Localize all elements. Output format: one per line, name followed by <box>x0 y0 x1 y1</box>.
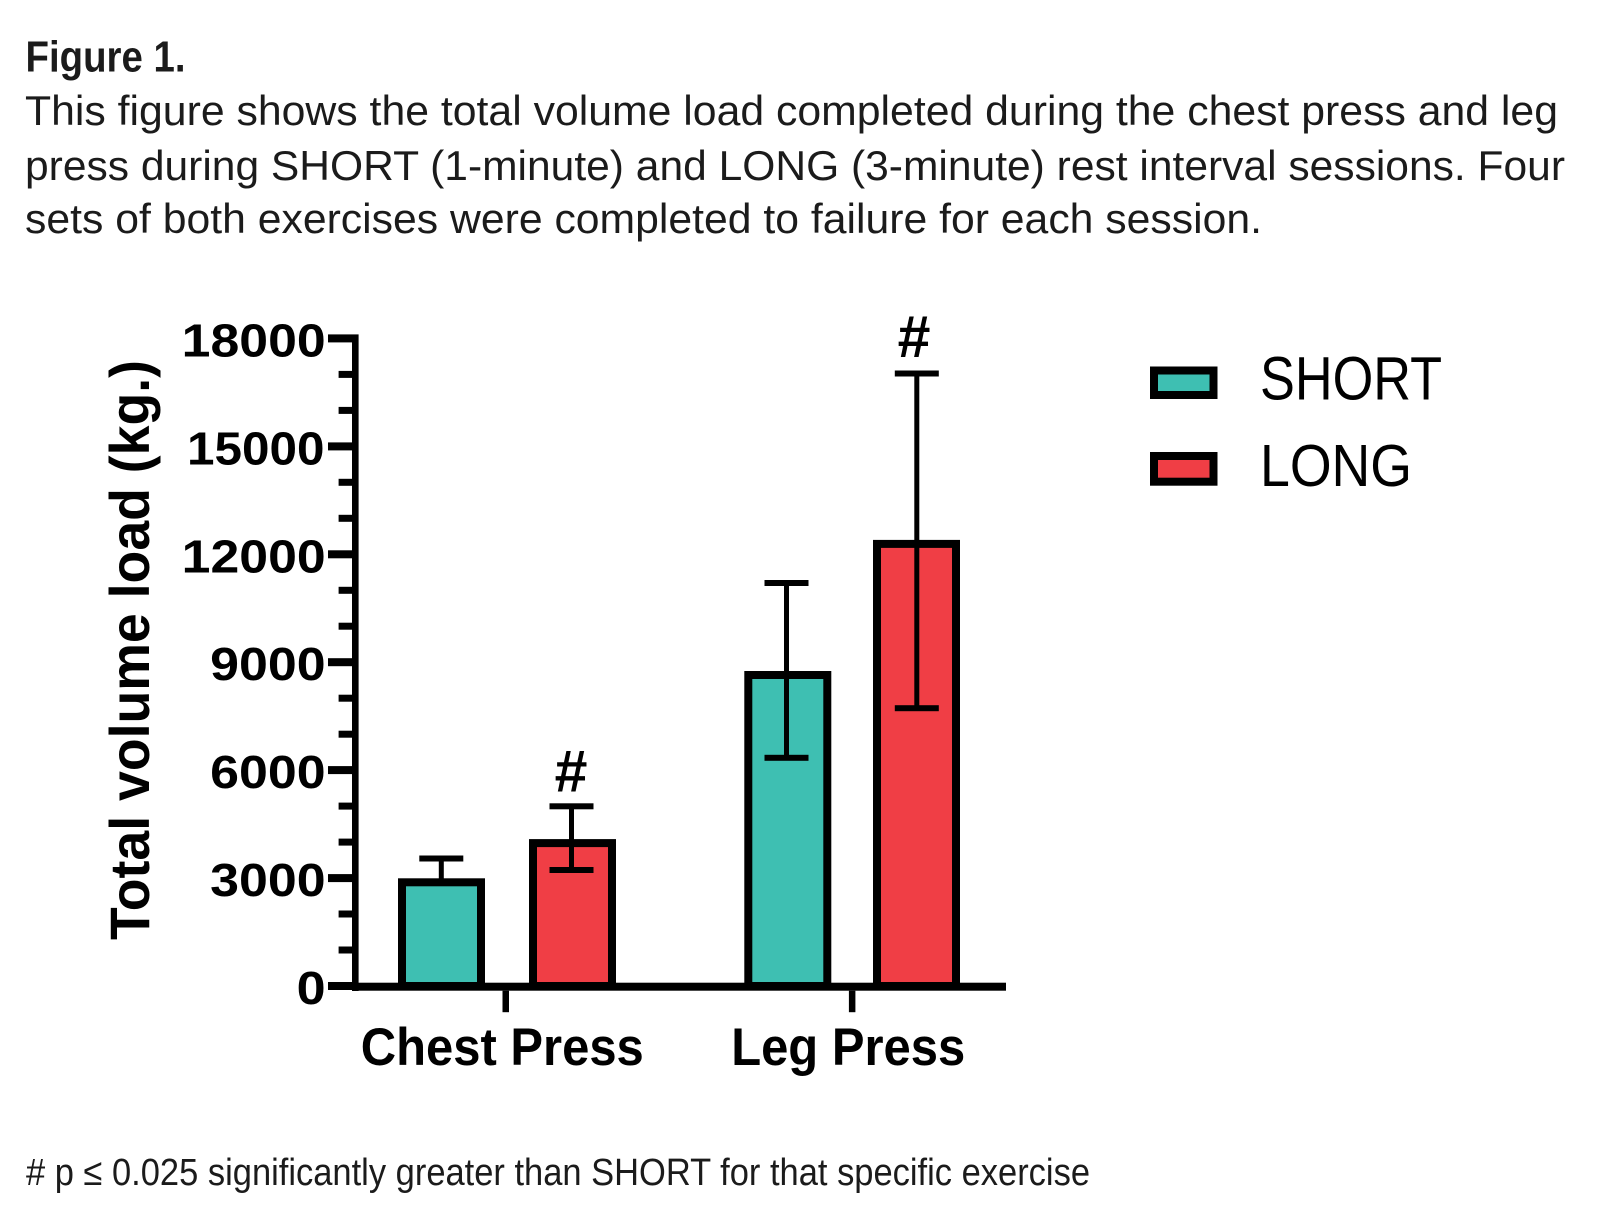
svg-text:18000: 18000 <box>182 314 326 366</box>
svg-text:Chest Press: Chest Press <box>361 1018 644 1077</box>
svg-text:LONG: LONG <box>1260 433 1412 499</box>
svg-text:SHORT: SHORT <box>1260 345 1442 413</box>
svg-text:This figure shows the total vo: This figure shows the total volume load … <box>25 87 1558 134</box>
svg-text:# p ≤ 0.025 significantly grea: # p ≤ 0.025 significantly greater than S… <box>26 1152 1090 1194</box>
svg-text:3000: 3000 <box>210 854 326 906</box>
svg-text:0: 0 <box>297 962 326 1014</box>
svg-text:15000: 15000 <box>187 422 325 474</box>
svg-text:9000: 9000 <box>210 638 326 690</box>
svg-text:#: # <box>555 739 588 805</box>
svg-text:12000: 12000 <box>182 530 326 582</box>
svg-text:Leg Press: Leg Press <box>731 1018 965 1077</box>
svg-text:6000: 6000 <box>210 746 326 798</box>
svg-text:Figure 1.: Figure 1. <box>26 33 186 82</box>
svg-text:press during SHORT (1-minute): press during SHORT (1-minute) and LONG (… <box>25 142 1565 189</box>
svg-text:#: # <box>898 304 931 370</box>
svg-text:Total volume load (kg.): Total volume load (kg.) <box>98 360 161 940</box>
svg-text:sets of both exercises were co: sets of both exercises were completed to… <box>25 195 1262 242</box>
